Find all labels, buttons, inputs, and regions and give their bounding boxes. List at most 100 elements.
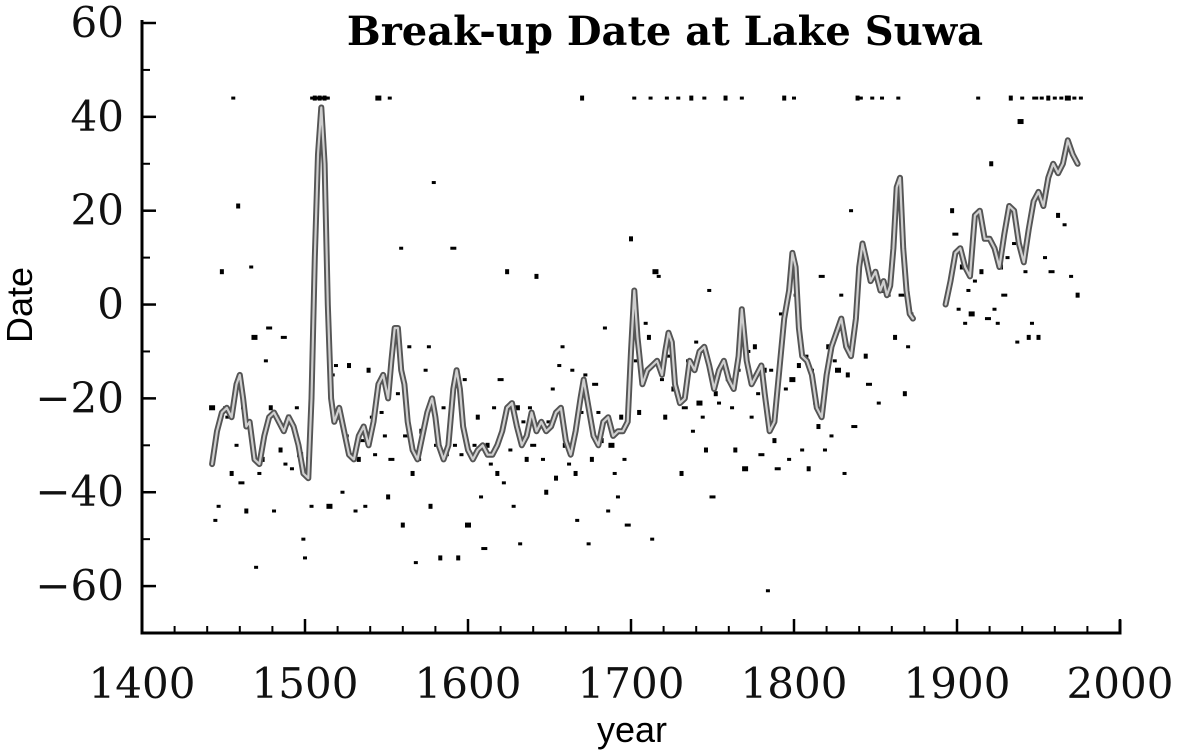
observation-point bbox=[407, 345, 412, 349]
observation-point bbox=[456, 555, 461, 561]
observation-point bbox=[266, 326, 273, 330]
observation-point bbox=[524, 456, 529, 462]
observation-point bbox=[479, 495, 484, 499]
observation-point bbox=[822, 448, 827, 452]
y-tick-label: −60 bbox=[35, 561, 124, 610]
observation-point bbox=[518, 542, 523, 546]
observation-point bbox=[244, 508, 249, 514]
observation-point bbox=[573, 470, 578, 476]
observation-point bbox=[703, 447, 708, 453]
observation-point bbox=[540, 457, 545, 461]
observation-point bbox=[544, 489, 549, 495]
observation-point bbox=[395, 392, 400, 396]
observation-point bbox=[979, 269, 984, 275]
observation-point bbox=[511, 504, 516, 508]
observation-point bbox=[1056, 212, 1061, 218]
observation-point bbox=[1023, 270, 1028, 274]
observation-point bbox=[608, 442, 615, 448]
observation-point bbox=[858, 96, 863, 100]
observation-point bbox=[663, 414, 668, 420]
observation-point bbox=[557, 364, 562, 368]
observation-point bbox=[301, 537, 306, 541]
observation-point bbox=[236, 203, 241, 209]
observation-point bbox=[1062, 223, 1067, 227]
observation-point bbox=[659, 378, 664, 382]
observation-point bbox=[758, 453, 765, 457]
observation-point bbox=[508, 448, 513, 452]
observation-point bbox=[863, 353, 868, 359]
observation-point bbox=[765, 589, 770, 593]
observation-point bbox=[963, 321, 968, 325]
observation-point bbox=[592, 382, 599, 386]
y-tick-label: −40 bbox=[35, 467, 124, 516]
observation-point bbox=[656, 274, 661, 278]
observation-points bbox=[209, 95, 1083, 593]
observation-point bbox=[1036, 334, 1041, 340]
observation-point bbox=[851, 425, 858, 429]
observation-point bbox=[333, 364, 338, 368]
observation-point bbox=[513, 405, 520, 411]
observation-point bbox=[570, 368, 575, 372]
observation-point bbox=[492, 406, 497, 410]
observation-point bbox=[1017, 119, 1024, 125]
observation-point bbox=[413, 561, 418, 565]
observation-point bbox=[602, 326, 607, 330]
observation-point bbox=[238, 481, 245, 485]
observation-point bbox=[485, 442, 490, 448]
x-tick-label: 1800 bbox=[741, 659, 848, 708]
observation-point bbox=[353, 509, 358, 513]
observation-point bbox=[778, 312, 783, 316]
observation-point bbox=[249, 265, 254, 269]
observation-point bbox=[386, 494, 391, 500]
observation-point bbox=[272, 509, 277, 513]
observation-point bbox=[816, 424, 821, 430]
observation-point bbox=[375, 95, 382, 101]
observation-point bbox=[742, 466, 749, 472]
observation-point bbox=[309, 504, 314, 508]
observation-point bbox=[989, 161, 994, 167]
observation-point bbox=[865, 382, 872, 386]
observation-point bbox=[643, 321, 648, 325]
observation-point bbox=[792, 96, 796, 100]
observation-point bbox=[356, 456, 361, 462]
observation-point bbox=[481, 547, 488, 551]
observation-point bbox=[560, 345, 565, 349]
observation-point bbox=[268, 405, 273, 411]
observation-point bbox=[622, 457, 627, 461]
observation-point bbox=[326, 503, 333, 509]
observation-point bbox=[629, 236, 633, 242]
tick-labels: 60 40 20 0 −20 −40 −60 1400 1500 1600 1700 1800 1900… bbox=[35, 0, 1173, 708]
observation-point bbox=[789, 377, 796, 383]
observation-point bbox=[1046, 95, 1051, 101]
observation-point bbox=[505, 269, 510, 275]
observation-point bbox=[1048, 270, 1055, 274]
observation-point bbox=[796, 363, 801, 369]
observation-point bbox=[382, 434, 387, 438]
observation-point bbox=[956, 307, 961, 311]
observation-point bbox=[589, 456, 594, 462]
observation-point bbox=[676, 96, 681, 100]
observation-point bbox=[896, 96, 901, 100]
y-axis-label: Date bbox=[0, 267, 40, 343]
observation-point bbox=[689, 95, 694, 101]
observation-point bbox=[497, 378, 504, 382]
observation-point bbox=[968, 311, 975, 317]
observation-point bbox=[984, 317, 991, 321]
observation-point bbox=[501, 481, 506, 485]
observation-point bbox=[347, 363, 352, 369]
observation-point bbox=[550, 387, 555, 391]
observation-point bbox=[575, 518, 580, 522]
observation-point bbox=[976, 96, 981, 100]
observation-point bbox=[546, 420, 553, 424]
observation-point bbox=[679, 470, 684, 476]
observation-point bbox=[749, 415, 754, 419]
observation-point bbox=[717, 401, 722, 405]
observation-point bbox=[388, 457, 395, 461]
x-tick-label: 1500 bbox=[252, 659, 359, 708]
observation-point bbox=[870, 96, 875, 100]
y-tick-label: 20 bbox=[71, 186, 124, 235]
observation-point bbox=[606, 509, 611, 513]
observation-point bbox=[580, 95, 585, 101]
observation-point bbox=[403, 434, 410, 438]
observation-point bbox=[769, 368, 774, 372]
